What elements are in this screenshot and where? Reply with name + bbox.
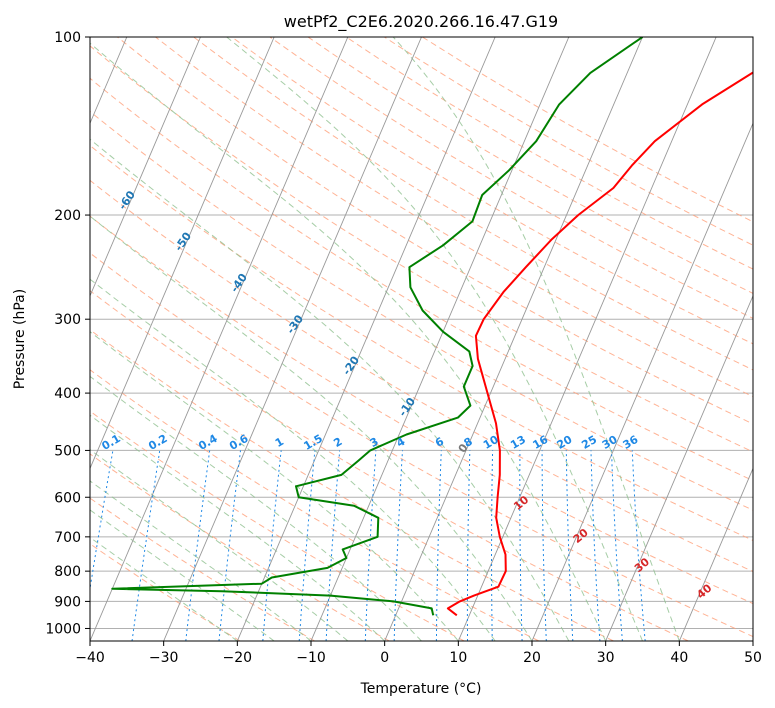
moist-adiabat xyxy=(90,331,459,641)
isotherm-line xyxy=(163,37,422,641)
moist-adiabat xyxy=(90,448,349,641)
moist-adiabat xyxy=(90,42,607,641)
x-tick-label: −20 xyxy=(223,650,253,666)
y-axis-ticks: 100 200 300 400 500 600 700 800 900 1000 xyxy=(45,30,90,637)
dry-adiabat xyxy=(90,45,753,453)
x-tick-label: −30 xyxy=(149,650,179,666)
moist-adiabat xyxy=(90,414,386,641)
moist-adiabat xyxy=(90,509,275,641)
dry-adiabat xyxy=(90,252,753,638)
dry-adiabat xyxy=(90,329,614,641)
isotherm-line xyxy=(605,294,753,641)
dry-adiabats xyxy=(90,37,753,641)
x-tick-label: 30 xyxy=(597,650,615,666)
dry-adiabat xyxy=(90,110,753,511)
moist-adiabat xyxy=(90,215,533,641)
x-tick-label: 50 xyxy=(744,650,762,666)
x-axis-ticks: −40 −30 −20 −10 0 10 20 30 40 50 xyxy=(75,641,762,666)
y-tick-label: 500 xyxy=(54,443,81,459)
isotherm-line xyxy=(236,37,496,641)
y-tick-label: 800 xyxy=(54,564,81,580)
y-tick-label: 900 xyxy=(54,594,81,610)
sounding-profiles xyxy=(111,37,753,617)
moist-adiabat xyxy=(90,375,422,641)
dry-adiabat xyxy=(90,497,315,641)
dry-adiabat xyxy=(90,77,753,482)
plot-frame xyxy=(89,36,754,642)
pressure-gridlines xyxy=(90,37,753,629)
x-tick-label: −40 xyxy=(75,650,105,666)
y-tick-label: 400 xyxy=(54,386,81,402)
x-tick-label: 0 xyxy=(380,650,389,666)
moist-adiabat xyxy=(392,37,680,641)
isotherm-line xyxy=(90,37,349,641)
temperature-profile-line xyxy=(446,71,753,617)
x-tick-label: 10 xyxy=(449,650,467,666)
y-tick-label: 100 xyxy=(54,30,81,46)
isotherm-line xyxy=(90,37,201,298)
plot-area: 0.10.20.40.611.52346810131620253036-100-… xyxy=(90,37,753,641)
y-tick-label: 300 xyxy=(54,312,81,328)
y-tick-label: 600 xyxy=(54,490,81,506)
dry-adiabat xyxy=(231,37,753,345)
moist-adiabat xyxy=(90,536,238,641)
moist-adiabat xyxy=(90,138,570,641)
dry-adiabat xyxy=(193,37,753,371)
dry-adiabat xyxy=(90,369,540,641)
moist-adiabat xyxy=(225,37,643,641)
dry-adiabat xyxy=(90,215,753,605)
y-axis-title: Pressure (hPa) xyxy=(12,289,28,389)
isotherm-line xyxy=(678,467,753,641)
dry-adiabat xyxy=(90,179,753,573)
y-tick-label: 200 xyxy=(54,208,81,224)
x-axis-title: Temperature (°C) xyxy=(360,681,482,697)
moist-adiabat xyxy=(90,278,496,641)
dewpoint-profile-line xyxy=(111,37,644,616)
dry-adiabat xyxy=(90,144,753,542)
isotherm-line xyxy=(90,37,275,470)
isotherm-line xyxy=(310,37,570,641)
y-tick-label: 1000 xyxy=(45,621,81,637)
dry-adiabat xyxy=(90,453,390,641)
x-tick-label: 20 xyxy=(523,650,541,666)
chart-title: wetPf2_C2E6.2020.266.16.47.G19 xyxy=(284,12,558,32)
y-tick-label: 700 xyxy=(54,530,81,546)
isotherm-line xyxy=(531,122,753,641)
dry-adiabat xyxy=(307,37,753,294)
x-tick-label: 40 xyxy=(670,650,688,666)
isotherm-line xyxy=(384,37,643,641)
x-tick-label: −10 xyxy=(296,650,326,666)
